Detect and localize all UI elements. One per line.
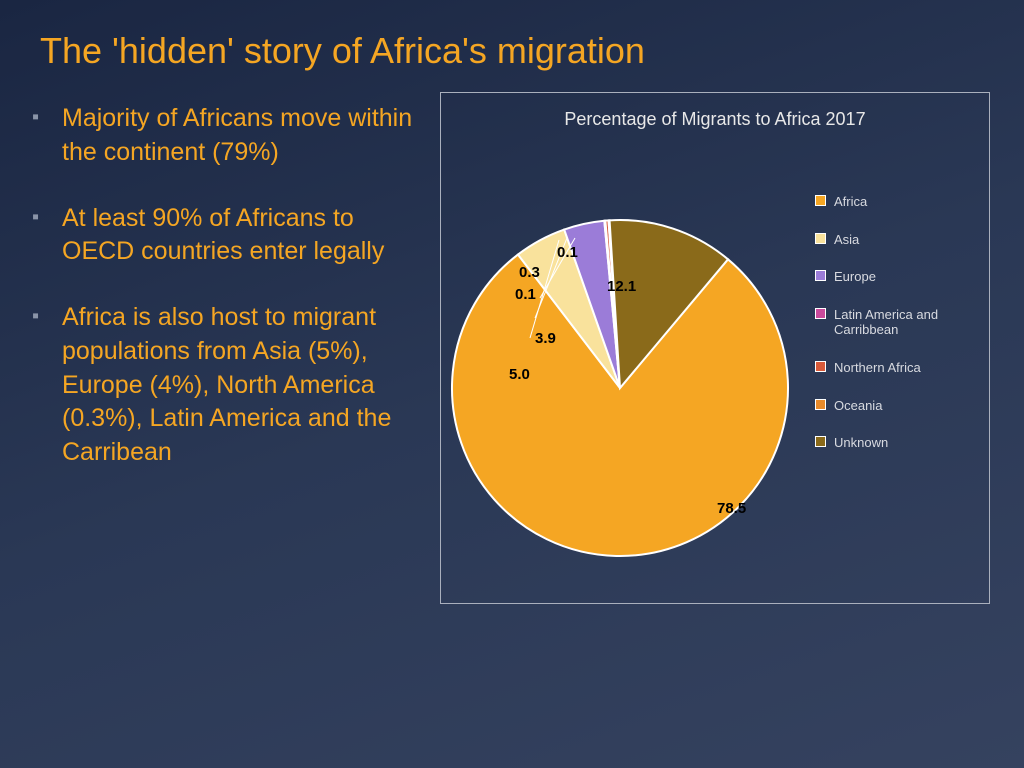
bullet-item: At least 90% of Africans to OECD countri… [30,202,420,270]
slide-title: The 'hidden' story of Africa's migration [0,0,1024,92]
chart-column: Percentage of Migrants to Africa 2017 78… [440,92,990,604]
bullets-column: Majority of Africans move within the con… [30,92,420,604]
pie-value-label: 12.1 [607,278,636,295]
legend-label: Unknown [834,435,888,451]
legend-label: Northern Africa [834,360,921,376]
legend-item: Africa [815,194,975,210]
legend-label: Oceania [834,398,882,414]
chart-container: Percentage of Migrants to Africa 2017 78… [440,92,990,604]
bullet-list: Majority of Africans move within the con… [30,102,420,470]
legend-item: Unknown [815,435,975,451]
pie-chart [445,188,805,588]
legend-item: Asia [815,232,975,248]
legend-label: Europe [834,269,876,285]
pie-value-label: 3.9 [535,330,556,347]
bullet-item: Africa is also host to migrant populatio… [30,301,420,470]
legend-swatch [815,399,826,410]
pie-value-label: 0.1 [515,286,536,303]
legend-swatch [815,195,826,206]
slide-content: Majority of Africans move within the con… [0,92,1024,604]
legend-label: Latin America and Carribbean [834,307,975,338]
legend-item: Northern Africa [815,360,975,376]
pie-wrap: 78.5 5.0 3.9 0.1 0.3 0.1 12.1 [455,140,815,590]
pie-value-label: 0.1 [557,244,578,261]
pie-value-label: 5.0 [509,366,530,383]
chart-legend: Africa Asia Europe Latin America and Carrib… [815,140,975,590]
legend-swatch [815,308,826,319]
chart-body: 78.5 5.0 3.9 0.1 0.3 0.1 12.1 Africa Asia Europe… [455,140,975,590]
bullet-item: Majority of Africans move within the con… [30,102,420,170]
legend-swatch [815,361,826,372]
legend-item: Europe [815,269,975,285]
legend-swatch [815,233,826,244]
legend-label: Africa [834,194,867,210]
legend-item: Oceania [815,398,975,414]
chart-title: Percentage of Migrants to Africa 2017 [455,109,975,130]
pie-value-label: 78.5 [717,500,746,517]
legend-swatch [815,436,826,447]
legend-swatch [815,270,826,281]
pie-value-label: 0.3 [519,264,540,281]
legend-label: Asia [834,232,859,248]
legend-item: Latin America and Carribbean [815,307,975,338]
